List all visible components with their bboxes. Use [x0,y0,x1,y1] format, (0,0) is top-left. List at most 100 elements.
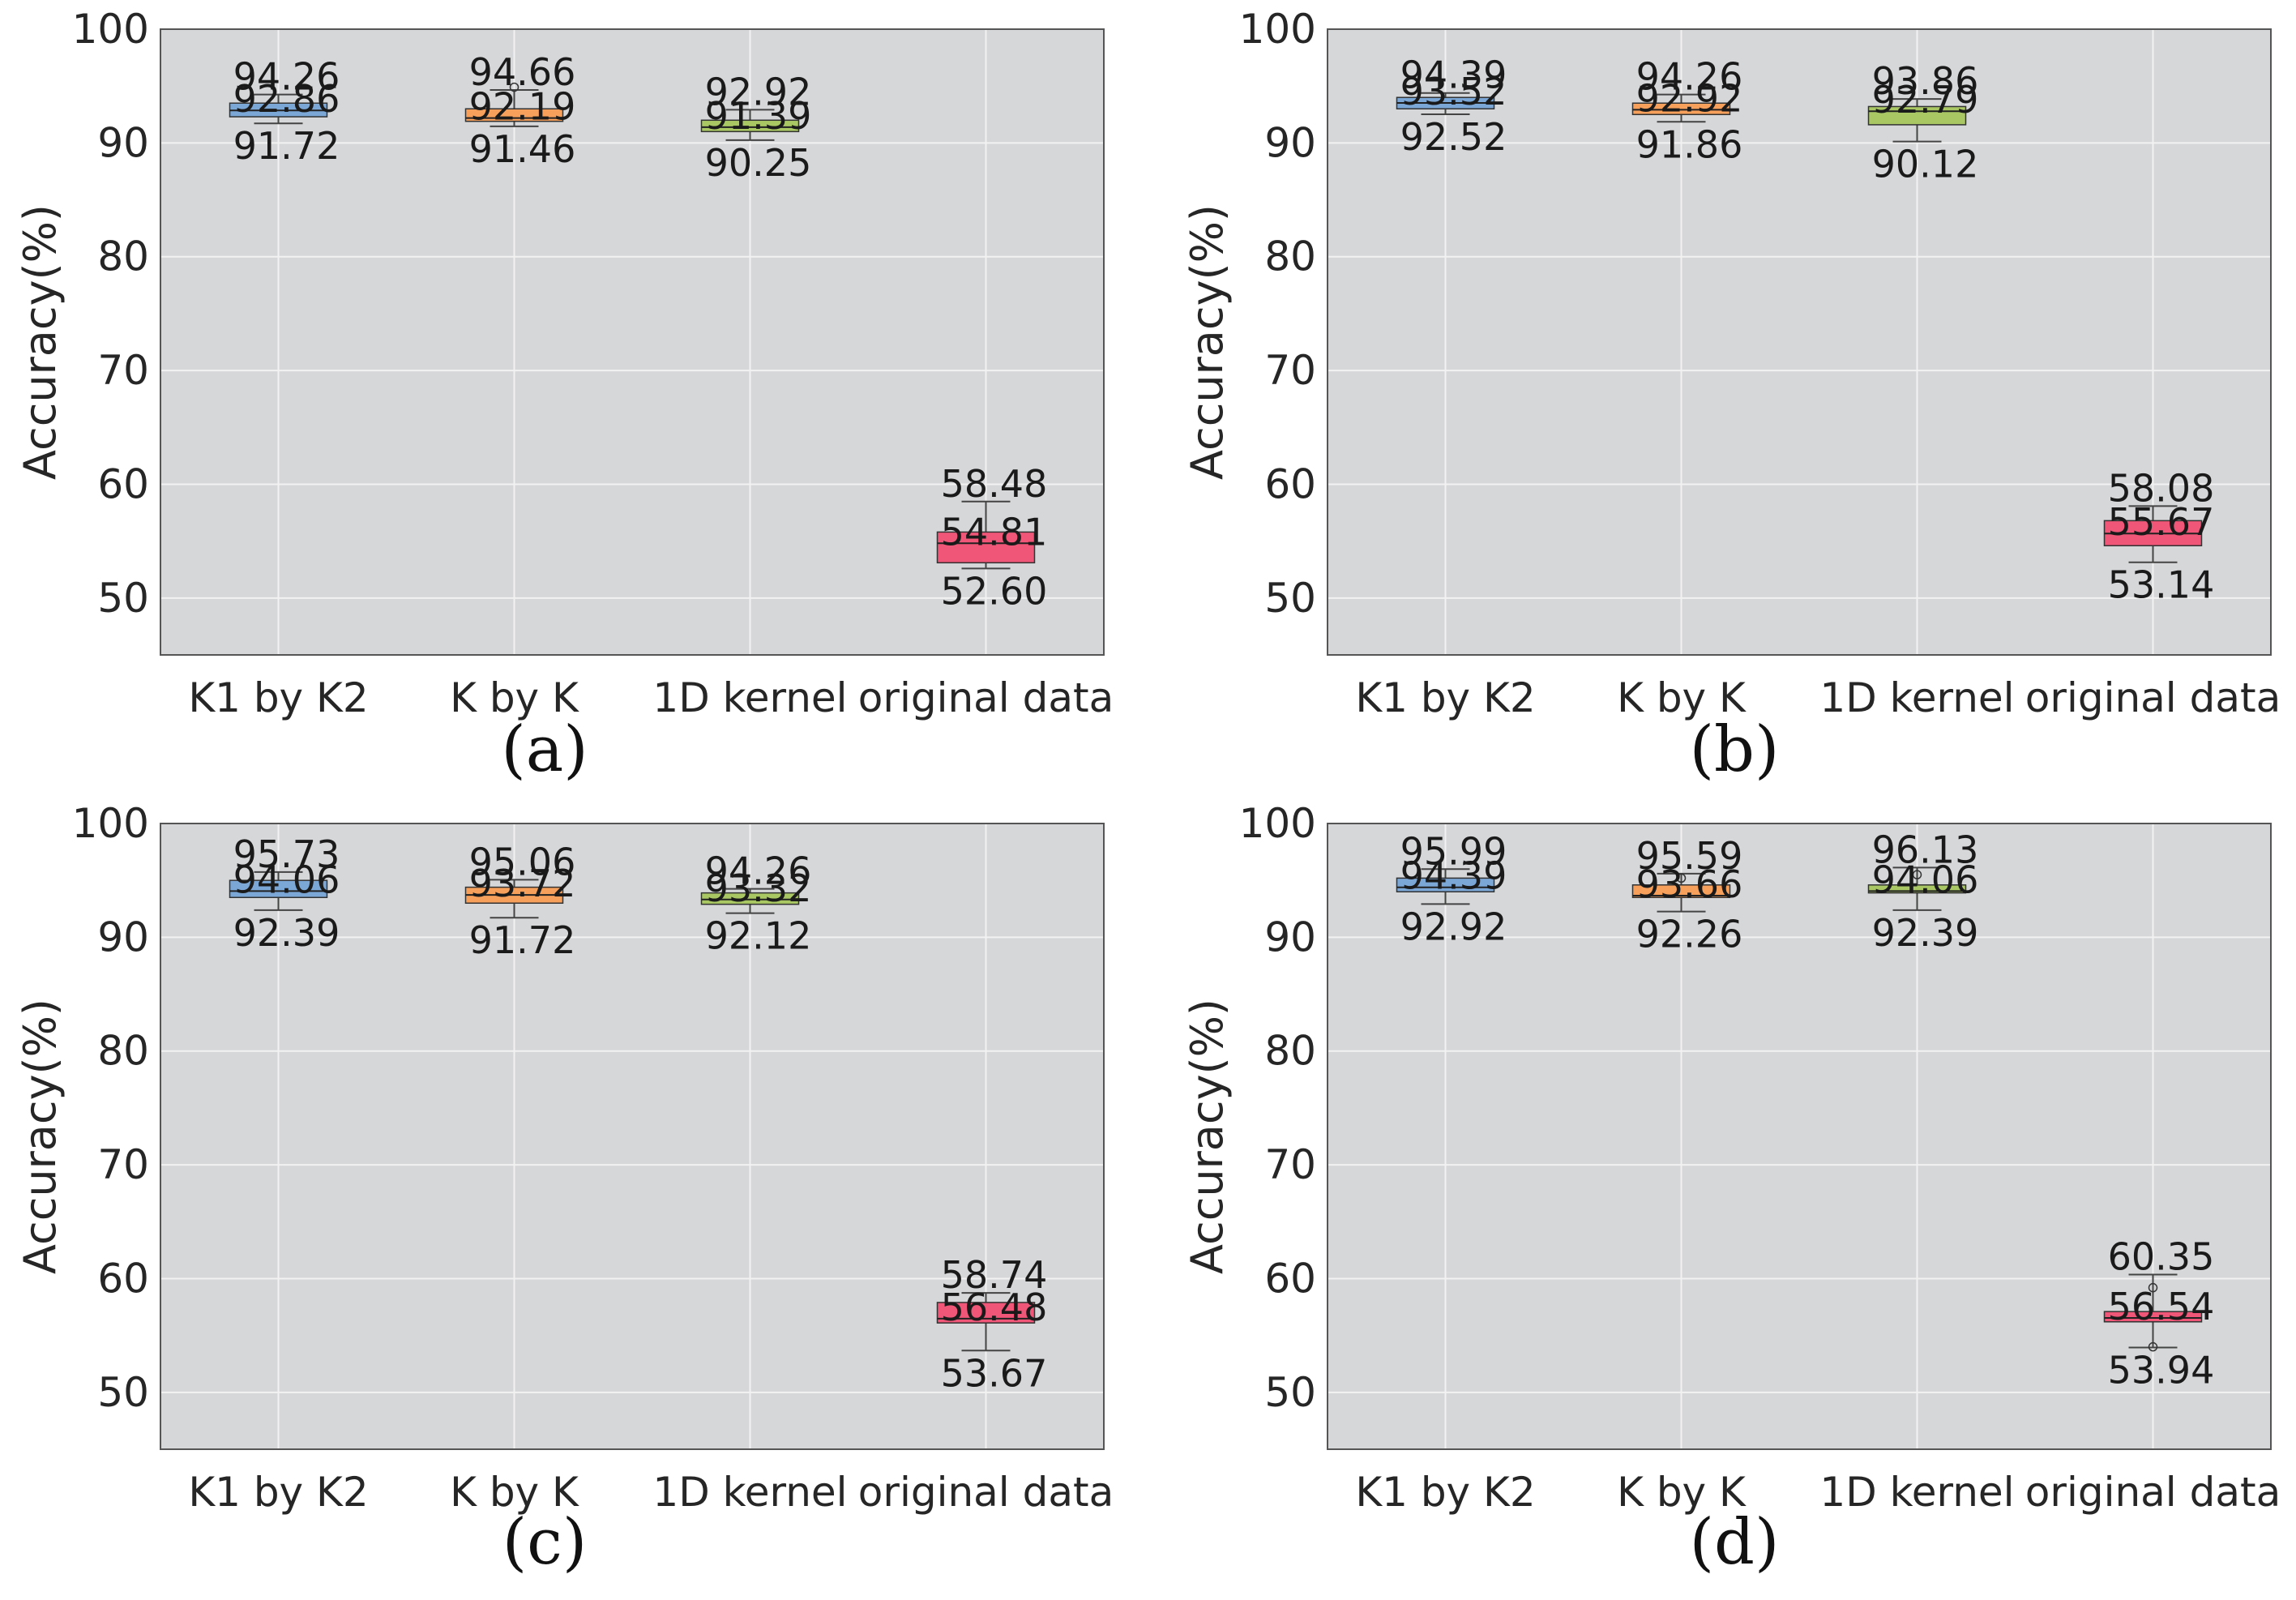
box-median-label: 93.72 [469,862,576,905]
plot-area-d [1328,824,2271,1449]
plot-frame-d [1327,823,2272,1450]
y-tick-label: 100 [72,800,149,847]
y-tick-label: 80 [97,233,149,280]
box-min-label: 91.72 [233,124,340,168]
y-tick-label: 80 [1264,1028,1316,1075]
box-min-label: 92.12 [705,914,812,958]
x-tick-label: K by K [1617,1469,1747,1516]
chart-panel-c: 100 90 80 70 60 50 K1 by K2 K by K 1D kernel orig… [15,800,1114,1516]
chart-panel-a: 100 90 80 70 60 50 K1 by K2 K by K 1D kernel orig… [15,6,1114,721]
box-median-label: 56.48 [941,1286,1048,1329]
box-body [2103,1311,2203,1323]
box-min-label: 53.67 [941,1351,1048,1395]
y-tick-label: 50 [97,575,149,622]
y-tick-label: 60 [97,1255,149,1302]
box-median-label: 93.52 [1400,70,1507,113]
panel-caption-b: (b) [1689,713,1780,786]
y-tick-label: 90 [1264,119,1316,166]
box-min-label: 90.12 [1872,143,1979,186]
x-tick-label: K1 by K2 [188,1469,368,1516]
box-max-label: 58.48 [941,462,1048,506]
box-median-label: 93.66 [1636,862,1743,906]
x-tick-label: K1 by K2 [1355,1469,1535,1516]
box-min-label: 53.14 [2108,563,2215,607]
box-min-label: 53.94 [2108,1349,2215,1393]
plot-frame-c [160,823,1105,1450]
y-tick-label: 60 [97,460,149,507]
box-max-label: 95.73 [233,832,340,876]
x-tick-label: original data [858,1469,1114,1516]
x-tick-label: 1D kernel [1819,674,2014,721]
panel-caption-d: (d) [1689,1506,1780,1579]
box-max-label: 94.26 [1636,55,1743,99]
y-tick-label: 70 [97,1141,149,1188]
y-tick-label: 100 [72,6,149,53]
x-tick-label: 1D kernel [652,674,847,721]
panel-caption-c: (c) [502,1506,588,1579]
box-3: 60.35 56.54 53.94 [2103,1235,2215,1393]
y-tick-label: 50 [1264,1369,1316,1416]
chart-panel-b: 100 90 80 70 60 50 K1 by K2 K by K 1D kernel orig… [1182,6,2281,721]
y-tick-label: 60 [1264,460,1316,507]
box-body [700,119,800,133]
box-max-label: 96.13 [1872,828,1979,871]
box-median-label: 94.39 [1400,854,1507,898]
y-tick-label: 90 [97,913,149,960]
box-outlier [1912,870,1922,879]
box-body [229,879,328,898]
panel-caption-a: (a) [501,713,588,786]
y-tick-label: 70 [1264,347,1316,394]
box-min-label: 91.86 [1636,122,1743,166]
box-body [936,531,1036,564]
box-body [1631,884,1731,898]
box-min-label: 92.39 [233,911,340,955]
box-max-label: 94.26 [705,849,812,893]
box-median-label: 55.67 [2108,500,2215,544]
box-median-label: 92.86 [233,77,340,121]
chart-panel-d: 100 90 80 70 60 50 K1 by K2 K by K 1D kernel orig… [1182,800,2281,1516]
box-min-label: 91.72 [469,918,576,962]
box-max-label: 93.86 [1872,59,1979,103]
y-tick-label: 50 [97,1369,149,1416]
x-tick-label: original data [2025,674,2281,721]
box-max-label: 95.06 [469,840,576,883]
x-tick-label: original data [2025,1469,2281,1516]
y-tick-label: 70 [97,347,149,394]
box-median-label: 91.39 [705,94,812,138]
box-median-label: 94.06 [1872,858,1979,901]
box-body [1631,102,1731,116]
box-max-label: 58.74 [941,1253,1048,1297]
x-tick-label: 1D kernel [652,1469,847,1516]
y-tick-label: 80 [97,1028,149,1075]
box-median-label: 92.79 [1872,78,1979,122]
y-tick-label: 100 [1239,6,1316,53]
box-min-label: 92.39 [1872,911,1979,955]
box-min-label: 52.60 [941,569,1048,613]
box-body [1396,877,1495,892]
box-body [700,892,800,905]
box-median-label: 94.06 [233,858,340,901]
box-min-label: 91.46 [469,127,576,171]
box-max-label: 95.99 [1400,829,1507,873]
box-median-label: 54.81 [941,510,1048,554]
box-min-label: 90.25 [705,141,812,185]
y-tick-label: 90 [1264,913,1316,960]
box-outlier [2148,1282,2158,1293]
box-outlier [1676,873,1687,883]
box-max-label: 95.59 [1636,834,1743,878]
box-max-label: 58.08 [2108,466,2215,510]
plot-frame-b [1327,28,2272,656]
